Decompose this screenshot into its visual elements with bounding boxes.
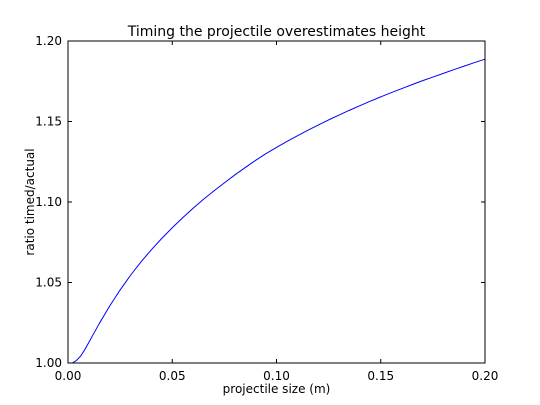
x-tick-label: 0.10 (263, 369, 290, 383)
x-tick-label: 0.20 (472, 369, 499, 383)
plot-series (67, 58, 486, 364)
x-tick-label: 0.05 (159, 369, 186, 383)
y-tick-label: 1.20 (35, 34, 62, 48)
y-axis-label: ratio timed/actual (23, 148, 37, 255)
y-tick-label: 1.15 (35, 115, 62, 129)
axis-ticks: 0.00 0.05 0.10 0.15 0.20 1.00 1.05 1.10 1.15 1.20 (35, 34, 498, 383)
series-line (67, 58, 486, 364)
x-axis-label: projectile size (m) (223, 382, 331, 396)
y-tick-label: 1.10 (35, 195, 62, 209)
x-tick-label: 0.15 (367, 369, 394, 383)
chart-title: Timing the projectile overestimates heig… (127, 24, 426, 40)
y-tick-label: 1.00 (35, 356, 62, 370)
y-tick-label: 1.05 (35, 276, 62, 290)
x-tick-label: 0.00 (55, 369, 82, 383)
